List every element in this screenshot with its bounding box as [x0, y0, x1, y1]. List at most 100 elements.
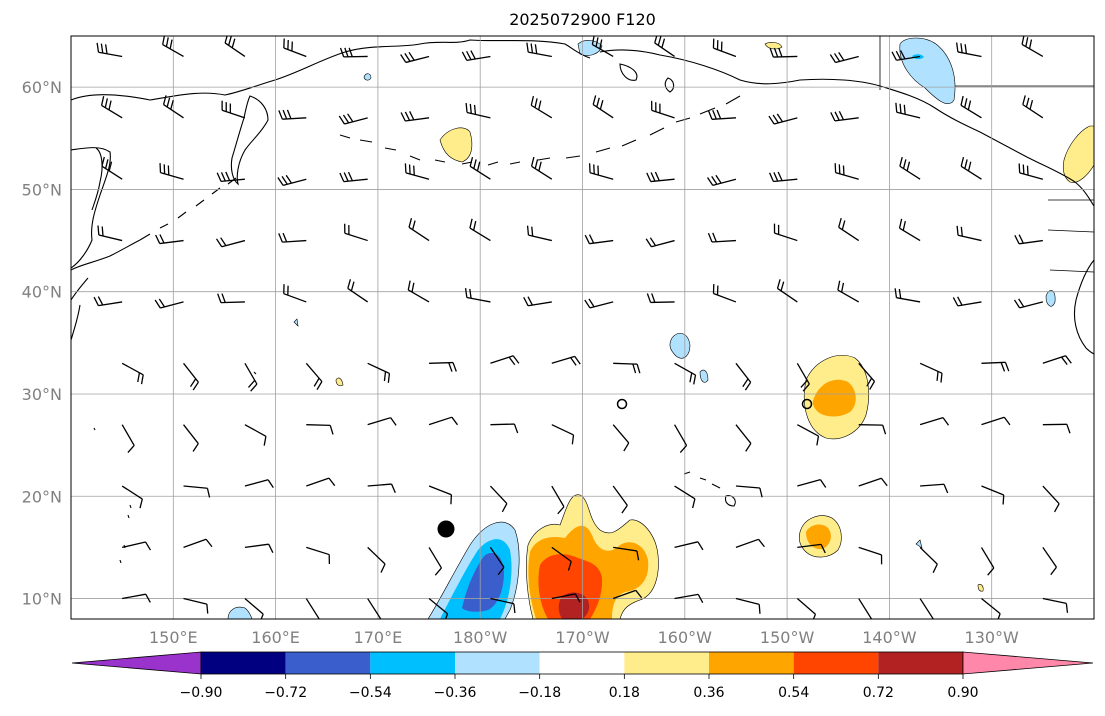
- wind-barb: [1043, 424, 1070, 433]
- wind-barb: [1043, 486, 1059, 512]
- wind-barb: [306, 363, 322, 389]
- wind-barb: [920, 418, 948, 426]
- wind-barb: [306, 599, 319, 627]
- wind-barb: [1022, 35, 1043, 56]
- wind-barb: [368, 547, 385, 572]
- wind-barb: [831, 111, 859, 121]
- coastline-hawaii: [684, 472, 735, 506]
- lon-label: 170°W: [555, 628, 610, 647]
- colorbar-tick-label: 0.72: [863, 685, 894, 701]
- colorbar-tick-label: 0.54: [778, 685, 809, 701]
- lon-label: 160°W: [658, 628, 713, 647]
- wind-barb: [284, 38, 306, 56]
- wind-barb: [900, 157, 920, 179]
- wind-barb: [552, 356, 580, 365]
- lon-label: 150°W: [760, 628, 815, 647]
- wind-barb: [245, 425, 266, 446]
- coastline-siberia: [71, 40, 590, 100]
- wind-barb: [279, 110, 306, 119]
- wind-barb: [1023, 95, 1043, 117]
- wind-barb: [736, 425, 751, 452]
- wind-barb: [122, 486, 142, 508]
- wind-barb: [160, 163, 183, 179]
- coastline-bering-islands: [620, 64, 674, 92]
- wind-barb: [552, 486, 564, 514]
- coastline-okhotsk: [71, 148, 110, 268]
- colorbar-box: [624, 652, 709, 674]
- wind-barb: [895, 288, 920, 302]
- colorbar-tick-label: 0.36: [693, 685, 724, 701]
- wind-barb: [409, 218, 429, 240]
- colorbar-box: [540, 652, 625, 674]
- wind-barb: [981, 362, 1008, 371]
- wind-barb: [429, 417, 457, 425]
- wind-barb: [1043, 599, 1068, 613]
- colorbar-tick-label: −0.90: [180, 685, 223, 701]
- wind-barb: [429, 363, 456, 372]
- wind-barb: [593, 95, 613, 117]
- wind-barb: [774, 224, 797, 241]
- wind-barb: [770, 48, 797, 57]
- wind-barb: [279, 233, 307, 242]
- lat-label: 30°N: [22, 385, 62, 404]
- wind-barb: [429, 486, 451, 504]
- wind-barb: [646, 238, 674, 247]
- wind-barb: [859, 599, 872, 627]
- contour-blue-hawaii-n: [670, 333, 690, 358]
- wind-barb: [736, 486, 762, 497]
- wind-barb: [217, 238, 245, 247]
- wind-barb: [284, 284, 307, 302]
- contour-blue-dot-2: [294, 319, 298, 326]
- wind-barb: [527, 43, 552, 57]
- wind-barb: [217, 172, 245, 181]
- map-title: 2025072900 F120: [0, 10, 1105, 29]
- wind-barb: [155, 299, 183, 308]
- wind-barb: [102, 96, 123, 118]
- colorbar-box: [201, 652, 286, 674]
- station-markers: [438, 400, 812, 538]
- coastline-island-dots: [94, 372, 256, 563]
- coastline-kamchatka: [231, 96, 268, 184]
- lon-label: 170°E: [354, 628, 403, 647]
- colorbar-extend-low: [72, 652, 201, 674]
- wind-barb: [961, 157, 981, 179]
- wind-barb: [122, 363, 143, 384]
- wind-barb: [98, 225, 122, 240]
- wind-barb: [708, 110, 736, 119]
- wind-barb: [156, 234, 184, 243]
- wind-barb: [348, 279, 368, 302]
- latitude-labels: 60°N50°N40°N30°N20°N10°N: [22, 78, 62, 608]
- lat-label: 40°N: [22, 283, 62, 302]
- wind-barb: [655, 34, 675, 57]
- colorbar-tick-label: −0.72: [264, 685, 307, 701]
- wind-barb: [528, 226, 552, 241]
- wind-barb: [736, 363, 751, 390]
- wind-barb: [920, 484, 948, 493]
- colorbar-tick-label: −0.54: [349, 685, 392, 701]
- wind-barb: [552, 425, 574, 445]
- wind-barb: [647, 293, 674, 302]
- wind-barb: [94, 297, 122, 306]
- wind-barb: [613, 486, 627, 513]
- wind-barb: [708, 175, 736, 185]
- colorbar-box: [878, 652, 963, 674]
- wind-barb: [590, 163, 614, 179]
- wind-barb: [859, 478, 887, 486]
- wind-barb: [245, 544, 273, 553]
- gridlines: [71, 36, 1094, 619]
- wind-barb: [957, 43, 982, 57]
- wind-barb: [900, 219, 921, 241]
- wind-barb: [245, 363, 257, 391]
- wind-barb: [1015, 235, 1043, 244]
- wind-barb: [532, 157, 552, 179]
- wind-barb: [490, 356, 518, 365]
- wind-barb: [490, 424, 517, 433]
- wind-barb: [769, 114, 797, 124]
- wind-barb: [218, 294, 245, 303]
- colorbar-tick-label: −0.18: [518, 685, 561, 701]
- wind-barb: [920, 599, 933, 627]
- wind-barb: [184, 599, 208, 614]
